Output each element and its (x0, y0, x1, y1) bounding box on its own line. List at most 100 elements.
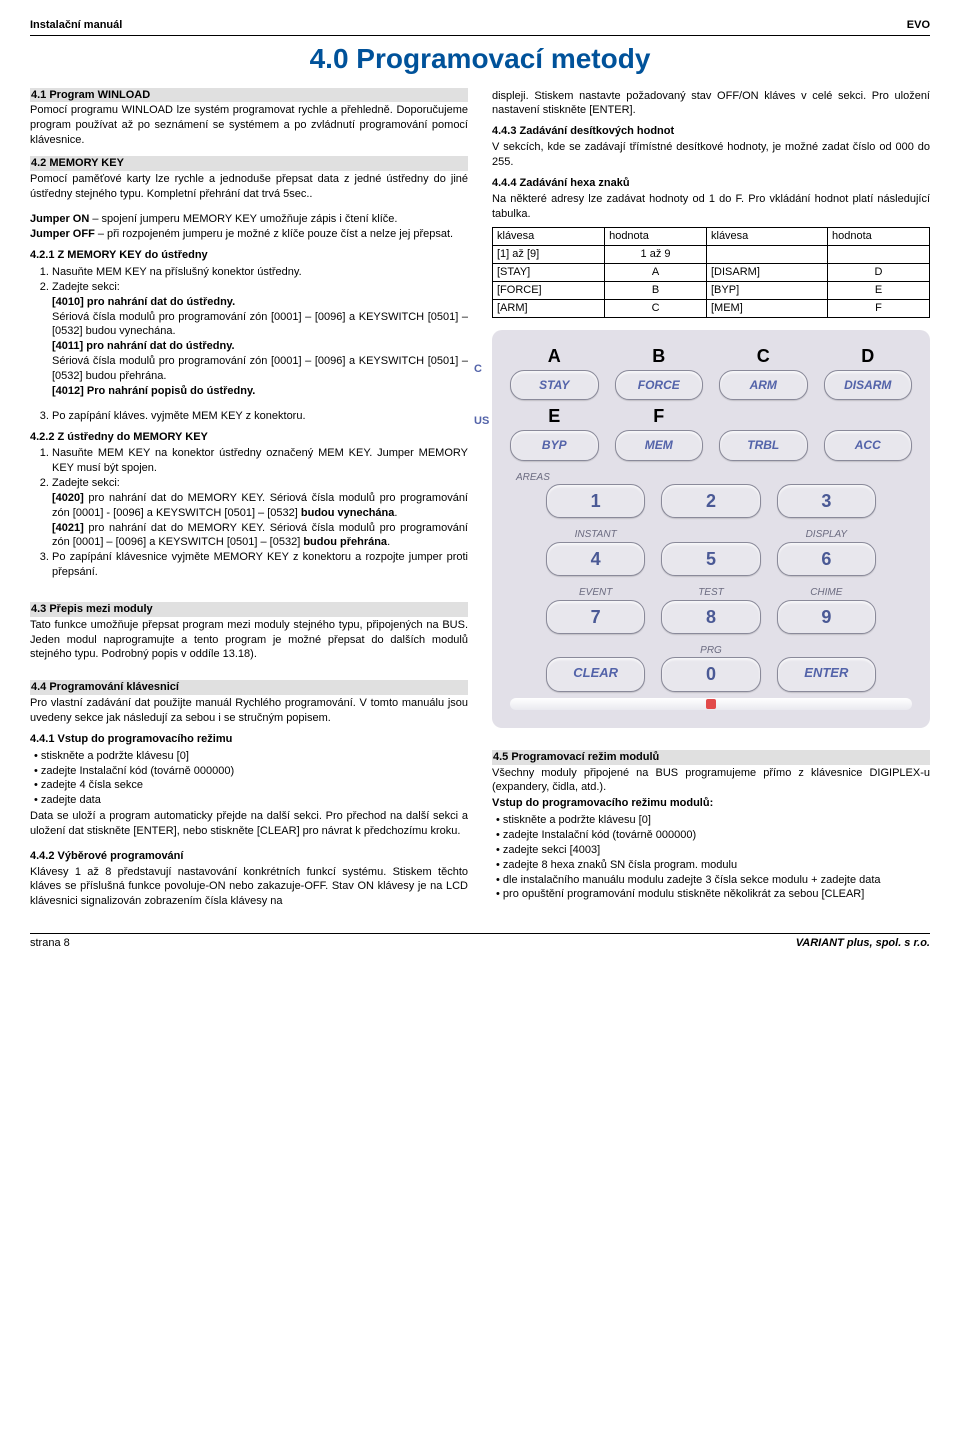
table-cell: [1] až [9] (493, 246, 605, 264)
table-cell: 1 až 9 (605, 246, 707, 264)
keypad-button: ACC (824, 430, 913, 460)
keypad-num: 8 (661, 600, 760, 634)
page-title: 4.0 Programovací metody (30, 40, 930, 78)
keypad-button: ARM (719, 370, 808, 400)
keypad-label: DISPLAY (777, 528, 876, 542)
sec-4-2-2-title: 4.2.2 Z ústředny do MEMORY KEY (30, 430, 468, 445)
list-item: Zadejte sekci: [4020] pro nahrání dat do… (52, 476, 468, 550)
jumper-on-text: – spojení jumperu MEMORY KEY umožňuje zá… (89, 213, 397, 225)
display-cont: displeji. Stiskem nastavte požadovaný st… (492, 89, 930, 119)
sec-4-4-2-title: 4.4.2 Výběrové programování (30, 849, 468, 864)
list-item: zadejte Instalační kód (továrně 000000) (496, 828, 930, 843)
keypad-button: FORCE (615, 370, 704, 400)
table-cell: [BYP] (707, 281, 828, 299)
list-item: pro opuštění programování modulu stiskně… (496, 887, 930, 902)
header-right: EVO (907, 18, 930, 33)
list-item: stiskněte a podržte klávesu [0] (496, 813, 930, 828)
overlay-d: D (824, 344, 913, 368)
jumper-on-label: Jumper ON (30, 213, 89, 225)
list-item: zadejte sekci [4003] (496, 843, 930, 858)
list-item: Zadejte sekci: [4010] pro nahrání dat do… (52, 280, 468, 399)
sec-4-4-4-text: Na některé adresy lze zadávat hodnoty od… (492, 192, 930, 222)
keypad-button-enter: ENTER (777, 657, 876, 691)
overlay-c: C (719, 344, 808, 368)
sec-4-4-1-text: Data se uloží a program automaticky přej… (30, 809, 468, 839)
keypad-num: 5 (661, 542, 760, 576)
page-footer: strana 8 VARIANT plus, spol. s r.o. (30, 933, 930, 951)
table-header: klávesa (493, 228, 605, 246)
header-left: Instalační manuál (30, 18, 122, 33)
sec-4-5-title: 4.5 Programovací režim modulů (492, 750, 930, 765)
keypad-num: 0 (661, 657, 760, 691)
table-header: hodnota (828, 228, 930, 246)
keypad-image: C US A B C D STAY FORCE ARM DISARM E F (492, 330, 930, 728)
keypad-alarm-strip (510, 698, 912, 710)
list-item: Nasuňte MEM KEY na konektor ústředny ozn… (52, 446, 468, 476)
table-cell: C (605, 299, 707, 317)
sec-4-2-text: Pomocí paměťové karty lze rychle a jedno… (30, 172, 468, 202)
sec-4-2-1-list-cont: Po zapípání kláves. vyjměte MEM KEY z ko… (52, 409, 468, 424)
sec-4-4-1-list: stiskněte a podržte klávesu [0] zadejte … (34, 749, 468, 808)
side-label-us: US (474, 414, 489, 429)
table-cell: D (828, 264, 930, 282)
list-item: stiskněte a podržte klávesu [0] (34, 749, 468, 764)
keypad-label: EVENT (546, 586, 645, 600)
sec-4-3-text: Tato funkce umožňuje přepsat program mez… (30, 618, 468, 663)
keypad-label (661, 528, 760, 542)
list-item: Nasuňte MEM KEY na příslušný konektor ús… (52, 265, 468, 280)
table-cell (828, 246, 930, 264)
keypad-num: 9 (777, 600, 876, 634)
keypad-button: MEM (615, 430, 704, 460)
keypad-button: DISARM (824, 370, 913, 400)
sec-4-4-1-title: 4.4.1 Vstup do programovacího režimu (30, 732, 468, 747)
sec-4-2-1-list: Nasuňte MEM KEY na příslušný konektor ús… (52, 265, 468, 399)
sec-4-4-4-title: 4.4.4 Zadávání hexa znaků (492, 176, 930, 191)
table-cell (707, 246, 828, 264)
sec-4-4-title: 4.4 Programování klávesnicí (30, 680, 468, 695)
keypad-label: INSTANT (546, 528, 645, 542)
table-header: hodnota (605, 228, 707, 246)
table-cell: [STAY] (493, 264, 605, 282)
sec-4-5-p1: Všechny moduly připojené na BUS programu… (492, 766, 930, 796)
sec-4-4-text: Pro vlastní zadávání dat použijte manuál… (30, 696, 468, 726)
sec-4-2-1-title: 4.2.1 Z MEMORY KEY do ústředny (30, 248, 468, 263)
table-cell: [DISARM] (707, 264, 828, 282)
list-item: Po zapípání klávesnice vyjměte MEMORY KE… (52, 550, 468, 580)
page-header: Instalační manuál EVO (30, 18, 930, 36)
table-cell: [ARM] (493, 299, 605, 317)
footer-right: VARIANT plus, spol. s r.o. (796, 936, 930, 951)
sec-4-3-title: 4.3 Přepis mezi moduly (30, 602, 468, 617)
alarm-icon (706, 699, 716, 709)
sec-4-1-text: Pomocí programu WINLOAD lze systém progr… (30, 103, 468, 148)
sec-4-2-2-list: Nasuňte MEM KEY na konektor ústředny ozn… (52, 446, 468, 580)
keypad-num: 3 (777, 484, 876, 518)
hexa-table: klávesa hodnota klávesa hodnota [1] až [… (492, 227, 930, 317)
sec-4-5-list: stiskněte a podržte klávesu [0] zadejte … (496, 813, 930, 902)
jumper-off-text: – při rozpojeném jumperu je možné z klíč… (95, 228, 453, 240)
sec-4-4-3-text: V sekcích, kde se zadávají třímístné des… (492, 140, 930, 170)
overlay-a: A (510, 344, 599, 368)
list-item: Po zapípání kláves. vyjměte MEM KEY z ko… (52, 409, 468, 424)
keypad-button-clear: CLEAR (546, 657, 645, 691)
sec-4-2-title: 4.2 MEMORY KEY (30, 156, 468, 171)
list-item: zadejte 8 hexa znaků SN čísla program. m… (496, 858, 930, 873)
table-cell: [MEM] (707, 299, 828, 317)
keypad-num: 6 (777, 542, 876, 576)
list-item: dle instalačního manuálu modulu zadejte … (496, 873, 930, 888)
keypad-num: 1 (546, 484, 645, 518)
keypad-num: 7 (546, 600, 645, 634)
overlay-b: B (615, 344, 704, 368)
table-cell: B (605, 281, 707, 299)
table-header: klávesa (707, 228, 828, 246)
keypad-label: CHIME (777, 586, 876, 600)
left-column: 4.1 Program WINLOAD Pomocí programu WINL… (30, 88, 468, 910)
sec-4-1-title: 4.1 Program WINLOAD (30, 88, 468, 103)
keypad-num: 4 (546, 542, 645, 576)
table-cell: [FORCE] (493, 281, 605, 299)
sec-4-5-p2: Vstup do programovacího režimu modulů: (492, 797, 713, 809)
keypad-button: STAY (510, 370, 599, 400)
keypad-label: TEST (661, 586, 760, 600)
sec-4-4-2-text: Klávesy 1 až 8 představují nastavování k… (30, 865, 468, 910)
side-label-c: C (474, 362, 482, 377)
list-item: zadejte Instalační kód (továrně 000000) (34, 764, 468, 779)
